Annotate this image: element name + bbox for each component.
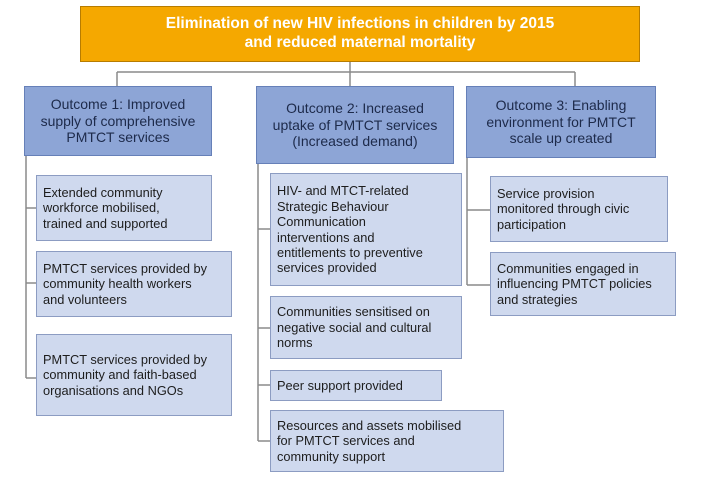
output-text-line: Resources and assets mobilised bbox=[277, 417, 462, 433]
output-text-line: Extended community bbox=[43, 184, 163, 200]
output-text-line: trained and supported bbox=[43, 215, 168, 231]
output-text-line: negative social and cultural bbox=[277, 319, 432, 335]
outcome-text-line: PMTCT services bbox=[66, 129, 170, 146]
output-text-line: monitored through civic bbox=[497, 201, 630, 217]
output-text-line: workforce mobilised, bbox=[43, 200, 160, 216]
output-2-2-box: Communities sensitised on negative socia… bbox=[270, 296, 462, 359]
output-2-1-box: HIV- and MTCT-related Strategic Behaviou… bbox=[270, 173, 462, 286]
outcome-text-line: uptake of PMTCT services bbox=[272, 116, 438, 133]
output-text-line: Communication bbox=[277, 214, 366, 230]
output-text-line: community and faith-based bbox=[43, 367, 197, 383]
output-text-line: Communities sensitised on bbox=[277, 304, 430, 320]
output-text-line: HIV- and MTCT-related bbox=[277, 183, 409, 199]
output-text-line: PMTCT services provided by bbox=[43, 260, 208, 276]
output-text-line: for PMTCT services and bbox=[277, 433, 415, 449]
outcome-text-line: Outcome 1: Improved bbox=[50, 95, 186, 112]
outcome-text-line: scale up created bbox=[509, 130, 613, 147]
outcome-3-box: Outcome 3: Enabling environment for PMTC… bbox=[466, 86, 656, 158]
goal-text-line: and reduced maternal mortality bbox=[244, 34, 476, 51]
output-text-line: Peer support provided bbox=[277, 377, 403, 393]
output-1-1-box: Extended community workforce mobilised, … bbox=[36, 175, 212, 241]
output-text-line: Communities engaged in bbox=[497, 260, 639, 276]
output-text-line: and strategies bbox=[497, 291, 578, 307]
output-text-line: organisations and NGOs bbox=[43, 382, 184, 398]
output-3-1-box: Service provision monitored through civi… bbox=[490, 176, 668, 242]
output-text-line: interventions and bbox=[277, 229, 375, 245]
output-text-line: PMTCT services provided by bbox=[43, 351, 208, 367]
output-text-line: Service provision bbox=[497, 185, 595, 201]
output-text-line: services provided bbox=[277, 260, 377, 276]
outcome-text-line: environment for PMTCT bbox=[486, 113, 636, 130]
output-text-line: community support bbox=[277, 448, 386, 464]
output-3-2-box: Communities engaged in influencing PMTCT… bbox=[490, 252, 676, 316]
output-2-4-box: Resources and assets mobilised for PMTCT… bbox=[270, 410, 504, 472]
outcome-text-line: Outcome 3: Enabling bbox=[495, 96, 627, 113]
goal-text-line: Elimination of new HIV infections in chi… bbox=[165, 15, 555, 33]
output-text-line: community health workers bbox=[43, 276, 192, 292]
output-text-line: influencing PMTCT policies bbox=[497, 276, 652, 292]
output-text-line: norms bbox=[277, 335, 313, 351]
outcome-text-line: Outcome 2: Increased bbox=[286, 99, 424, 116]
output-2-3-box: Peer support provided bbox=[270, 370, 442, 401]
goal-box: Elimination of new HIV infections in chi… bbox=[80, 6, 640, 62]
outcome-text-line: (Increased demand) bbox=[292, 133, 418, 150]
outcome-1-box: Outcome 1: Improved supply of comprehens… bbox=[24, 86, 212, 156]
output-text-line: participation bbox=[497, 216, 567, 232]
outcome-text-line: supply of comprehensive bbox=[40, 112, 196, 129]
output-1-3-box: PMTCT services provided by community and… bbox=[36, 334, 232, 416]
output-1-2-box: PMTCT services provided by community hea… bbox=[36, 251, 232, 317]
output-text-line: entitlements to preventive bbox=[277, 244, 423, 260]
outcome-2-box: Outcome 2: Increased uptake of PMTCT ser… bbox=[256, 86, 454, 164]
output-text-line: Strategic Behaviour bbox=[277, 198, 389, 214]
output-text-line: and volunteers bbox=[43, 291, 127, 307]
